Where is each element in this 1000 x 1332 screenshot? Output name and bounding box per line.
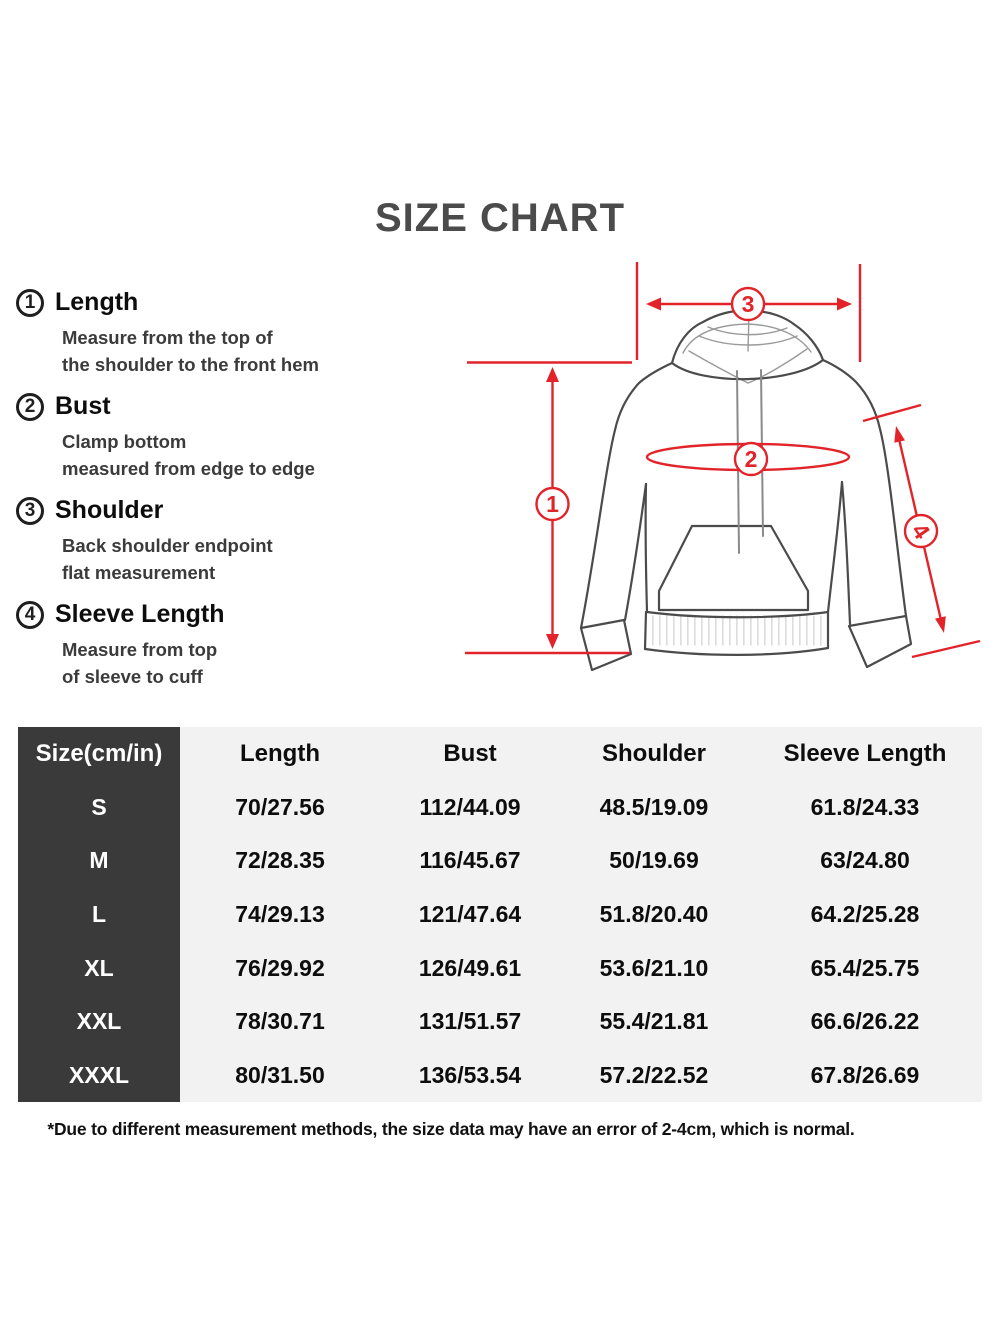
legend-heading: 2 Bust	[16, 392, 451, 421]
table-cell: 55.4/21.81	[560, 994, 748, 1049]
table-cell: 116/45.67	[380, 834, 560, 888]
table-cell: 66.6/26.22	[748, 994, 982, 1049]
legend-desc-bust: Clamp bottom measured from edge to edge	[62, 428, 451, 482]
desc-line: Clamp bottom	[62, 431, 187, 452]
callout-4-badge: 4	[16, 600, 44, 629]
hoodie-outline	[579, 309, 913, 672]
table-cell: 63/24.80	[748, 834, 982, 888]
legend-heading: 1 Length	[16, 288, 451, 317]
table-cell: 61.8/24.33	[748, 780, 982, 835]
legend-heading: 3 Shoulder	[16, 496, 451, 525]
callout-circle-2	[733, 441, 769, 477]
desc-line: the shoulder to the front hem	[62, 354, 319, 375]
row-label-xxxl: XXXL	[18, 1048, 180, 1102]
table-cell: 72/28.35	[180, 834, 380, 888]
callout-2-badge: 2	[16, 392, 44, 421]
legend-name-shoulder: Shoulder	[55, 496, 164, 524]
callout-circle-3	[730, 286, 766, 322]
callout-circle-1	[535, 486, 570, 522]
table-cell: 136/53.54	[380, 1048, 560, 1102]
table-cell: 65.4/25.75	[748, 941, 982, 995]
table-cell: 80/31.50	[180, 1048, 380, 1102]
hoodie-measurement-diagram: 3 1 2 4	[465, 262, 981, 672]
measurement-disclaimer: *Due to different measurement methods, t…	[47, 1119, 855, 1139]
legend-item-length: 1 Length Measure from the top of the sho…	[16, 288, 451, 378]
desc-line: Back shoulder endpoint	[62, 535, 273, 556]
desc-line: flat measurement	[62, 562, 216, 583]
desc-line: Measure from top	[62, 639, 218, 660]
table-cell: 131/51.57	[380, 994, 560, 1049]
col-header-length: Length	[180, 727, 380, 781]
legend-item-bust: 2 Bust Clamp bottom measured from edge t…	[16, 392, 451, 482]
legend-item-sleeve-length: 4 Sleeve Length Measure from top of slee…	[16, 600, 451, 690]
col-header-size: Size(cm/in)	[18, 727, 180, 781]
table-cell: 112/44.09	[380, 780, 560, 835]
legend-name-sleeve-length: Sleeve Length	[55, 600, 225, 628]
legend-name-length: Length	[55, 288, 139, 316]
table-cell: 53.6/21.10	[560, 941, 748, 995]
table-cell: 67.8/26.69	[748, 1048, 982, 1102]
table-cell: 126/49.61	[380, 941, 560, 995]
legend-name-bust: Bust	[55, 392, 111, 420]
arrowheads	[546, 297, 946, 649]
legend-desc-shoulder: Back shoulder endpoint flat measurement	[62, 532, 451, 586]
table-cell: 74/29.13	[180, 887, 380, 942]
callout-circle-4	[903, 513, 939, 549]
row-label-s: S	[18, 780, 180, 835]
callout-1: 1	[546, 491, 559, 517]
row-label-m: M	[18, 834, 180, 888]
col-header-sleeve-length: Sleeve Length	[748, 727, 982, 781]
row-label-xxl: XXL	[18, 994, 180, 1049]
legend-desc-length: Measure from the top of the shoulder to …	[62, 324, 451, 378]
col-header-shoulder: Shoulder	[560, 727, 748, 781]
table-cell: 121/47.64	[380, 887, 560, 942]
desc-line: measured from edge to edge	[62, 458, 315, 479]
desc-line: of sleeve to cuff	[62, 666, 203, 687]
table-cell: 70/27.56	[180, 780, 380, 835]
table-cell: 51.8/20.40	[560, 887, 748, 942]
page-title: SIZE CHART	[375, 196, 625, 240]
callout-1-badge: 1	[16, 288, 44, 317]
callout-2: 2	[745, 446, 758, 472]
table-cell: 57.2/22.52	[560, 1048, 748, 1102]
size-chart-table: Size(cm/in) Length Bust Shoulder Sleeve …	[18, 727, 982, 1102]
col-header-bust: Bust	[380, 727, 560, 781]
legend-heading: 4 Sleeve Length	[16, 600, 451, 629]
legend-item-shoulder: 3 Shoulder Back shoulder endpoint flat m…	[16, 496, 451, 586]
table-cell: 48.5/19.09	[560, 780, 748, 835]
row-label-xl: XL	[18, 941, 180, 995]
table-cell: 64.2/25.28	[748, 887, 982, 942]
callout-3-badge: 3	[16, 496, 44, 525]
table-cell: 76/29.92	[180, 941, 380, 995]
table-cell: 50/19.69	[560, 834, 748, 888]
table-cell: 78/30.71	[180, 994, 380, 1049]
measurement-annotations: 3 1 2 4	[465, 262, 981, 659]
legend-desc-sleeve-length: Measure from top of sleeve to cuff	[62, 636, 451, 690]
callout-3: 3	[742, 291, 755, 317]
row-label-l: L	[18, 887, 180, 942]
desc-line: Measure from the top of	[62, 327, 273, 348]
